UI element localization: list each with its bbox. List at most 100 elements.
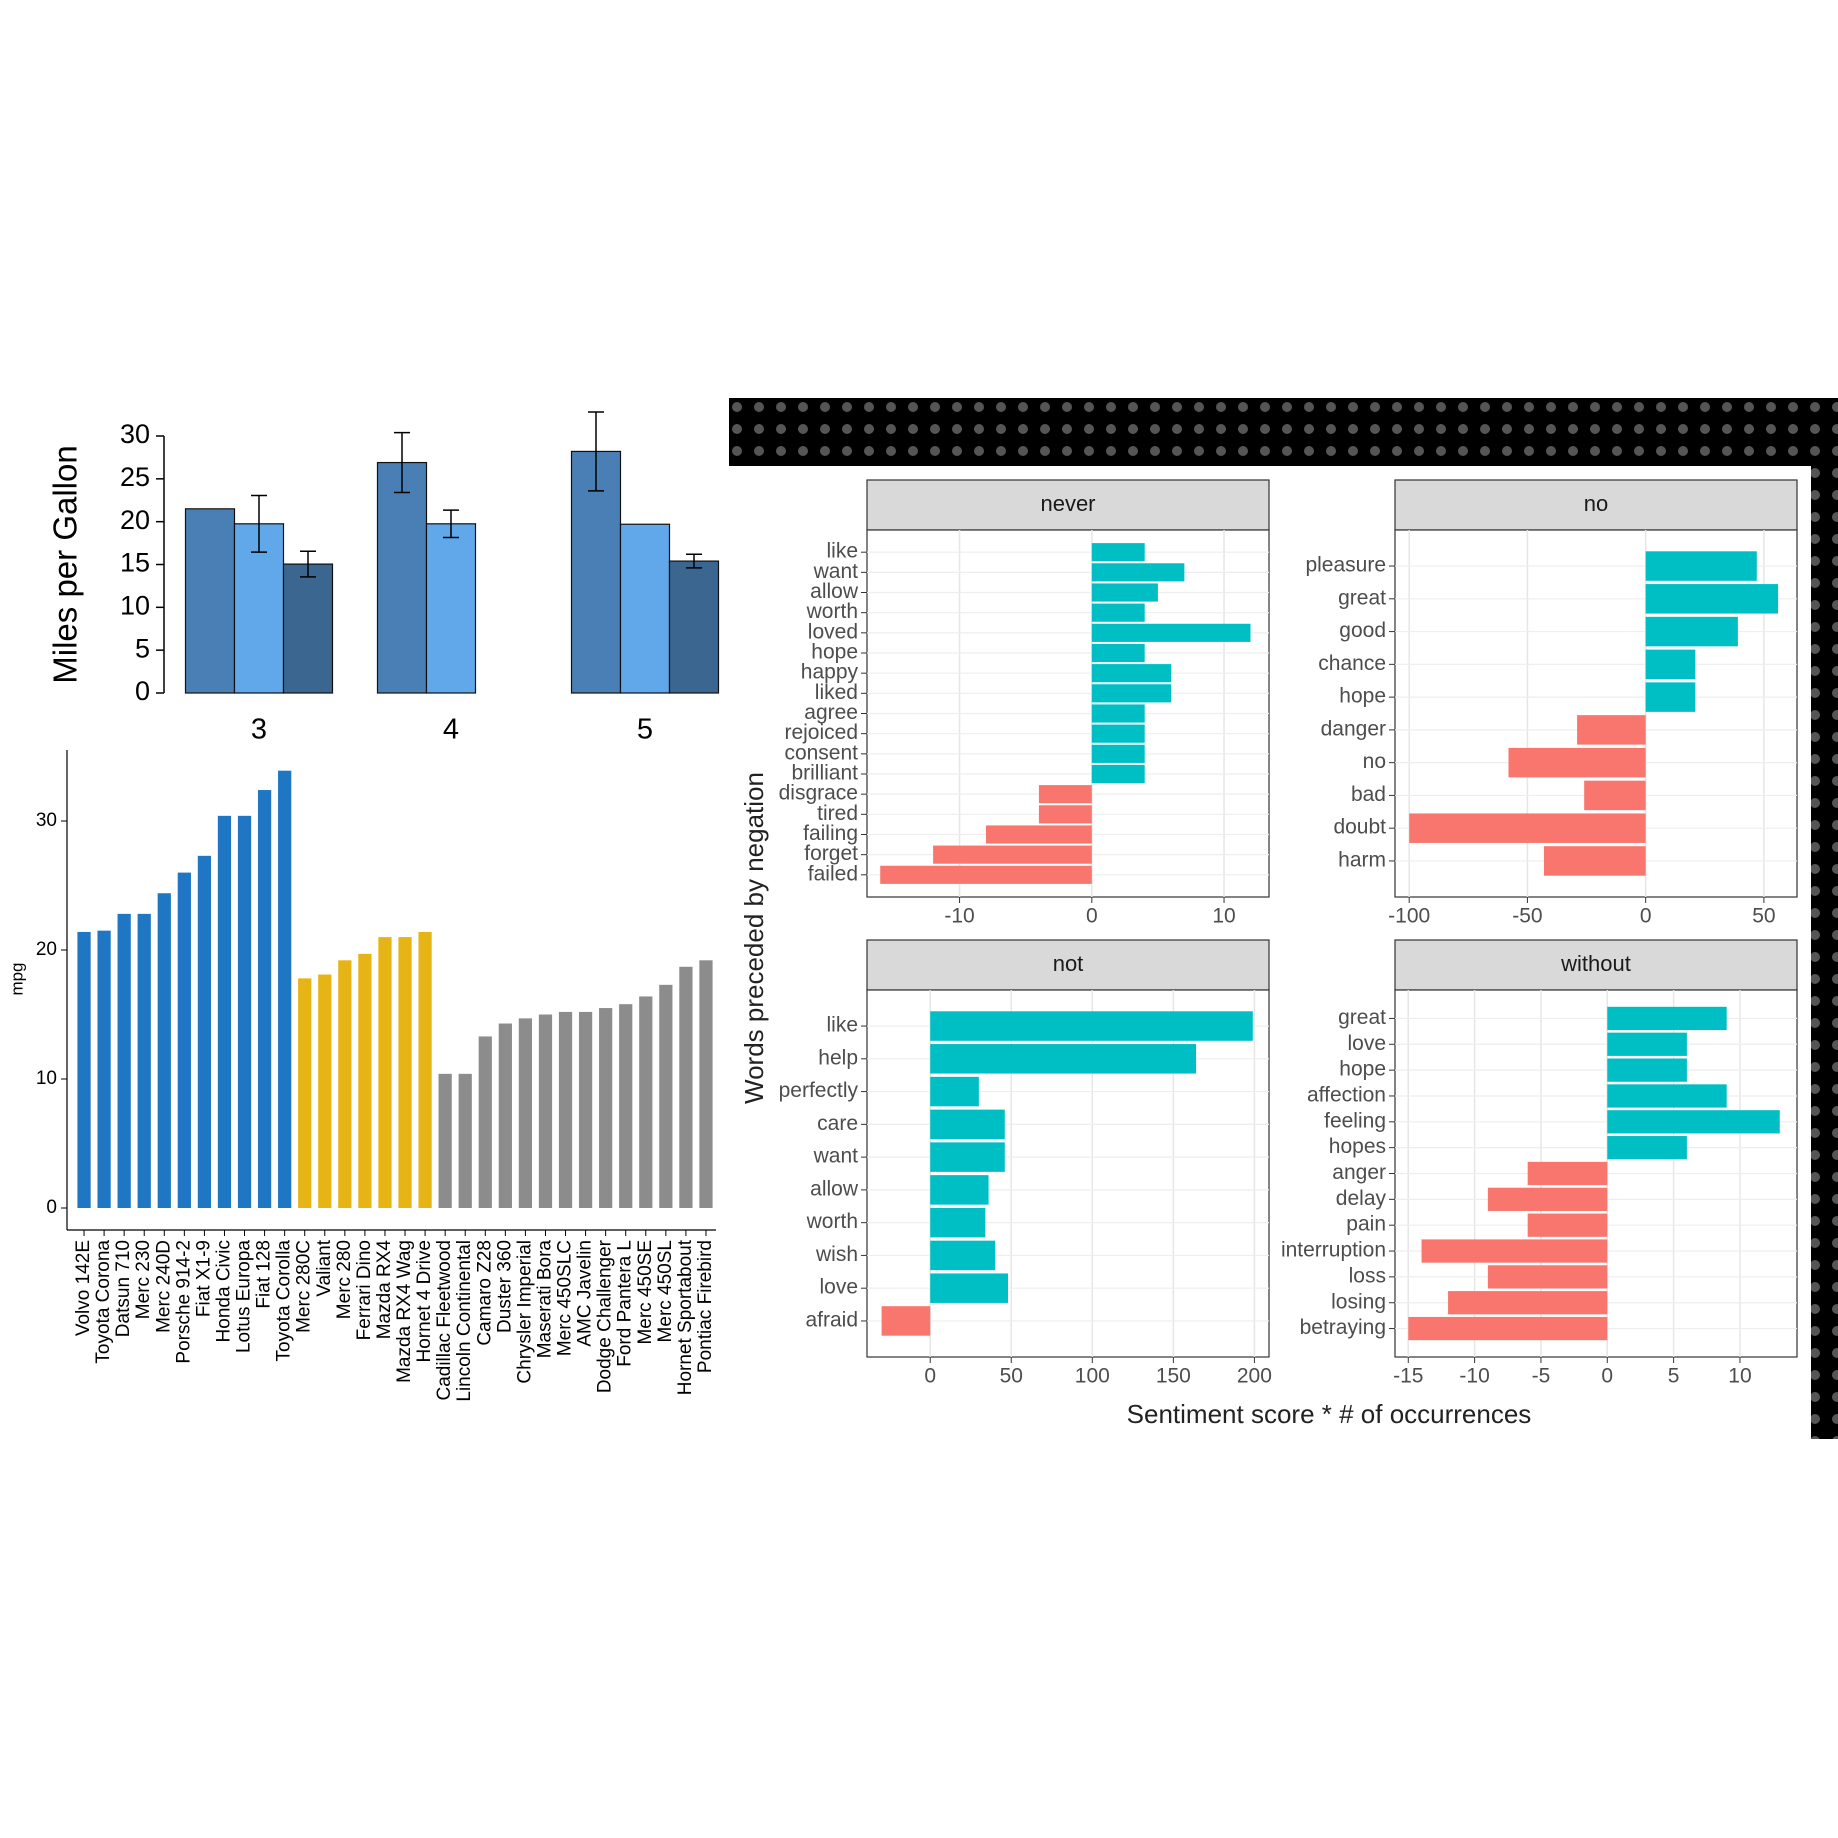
bar <box>930 1109 1005 1140</box>
y-tick-label: loved <box>808 620 858 643</box>
y-tick-label: brilliant <box>791 762 858 785</box>
x-tick-label: Lincoln Continental <box>454 1240 475 1402</box>
y-tick-label: loss <box>1349 1264 1386 1287</box>
bar <box>1607 1084 1727 1108</box>
y-tick-label: anger <box>1332 1161 1386 1184</box>
y-tick-label: great <box>1338 586 1386 609</box>
bar <box>1577 715 1646 745</box>
bar <box>619 523 671 694</box>
y-tick-label: 25 <box>120 462 150 492</box>
bar <box>1091 704 1145 723</box>
bar <box>217 815 232 1208</box>
y-tick-label: great <box>1338 1006 1386 1029</box>
x-tick-label: -100 <box>1388 905 1430 928</box>
bar <box>97 930 111 1208</box>
bar <box>137 913 151 1208</box>
bar <box>930 1175 989 1205</box>
bar <box>398 937 412 1208</box>
bar <box>1607 1058 1687 1082</box>
bar <box>930 1273 1009 1303</box>
bar <box>438 1073 452 1208</box>
bar <box>933 845 1092 864</box>
y-tick-label: 5 <box>135 633 150 663</box>
bar <box>184 508 236 694</box>
y-tick-label: want <box>813 560 859 583</box>
x-tick-label: 0 <box>1601 1365 1613 1388</box>
y-tick-label: worth <box>806 1210 858 1233</box>
bar <box>986 825 1092 844</box>
bar <box>1543 846 1646 876</box>
y-tick-label: doubt <box>1333 816 1386 839</box>
bar <box>1038 785 1092 804</box>
y-tick-label: betraying <box>1300 1316 1386 1339</box>
strip-label: not <box>1053 951 1084 976</box>
strip-label: no <box>1584 491 1608 516</box>
x-tick-label: Pontiac Firebird <box>695 1240 716 1373</box>
x-axis-title: Sentiment score * # of occurrences <box>1127 1399 1532 1429</box>
bar <box>458 1073 472 1208</box>
y-tick-label: failing <box>803 822 858 845</box>
bar <box>1645 551 1757 581</box>
y-tick-label: allow <box>810 580 859 603</box>
y-tick-label: 20 <box>36 939 57 960</box>
error-bar <box>686 553 702 569</box>
error-bar <box>251 494 267 553</box>
bar <box>177 872 191 1208</box>
y-axis-title: mpg <box>7 962 26 995</box>
error-bar <box>394 431 410 494</box>
x-tick-label: 3 <box>251 714 267 746</box>
bar <box>1091 603 1145 622</box>
bar <box>619 1004 633 1208</box>
y-tick-label: interruption <box>1281 1239 1386 1262</box>
bar <box>1091 744 1145 763</box>
bar <box>117 913 131 1208</box>
bar <box>538 1014 553 1208</box>
bar <box>1421 1239 1608 1263</box>
bar <box>1091 623 1251 642</box>
x-tick-label: 200 <box>1237 1365 1272 1388</box>
bar <box>1527 1213 1608 1237</box>
y-tick-label: worth <box>806 600 858 623</box>
bar <box>1645 616 1738 647</box>
bar <box>1645 584 1779 614</box>
y-tick-label: 10 <box>36 1068 57 1089</box>
x-tick-label: -10 <box>944 905 974 928</box>
x-tick-label: Merc 280C <box>294 1240 315 1333</box>
bar <box>881 1306 931 1336</box>
x-tick-label: Merc 240D <box>153 1240 174 1333</box>
strip <box>1394 939 1798 991</box>
y-tick-label: hope <box>811 641 858 664</box>
x-tick-label: Merc 450SE <box>635 1240 656 1345</box>
y-tick-label: hope <box>1339 1058 1386 1081</box>
y-tick-label: pain <box>1346 1213 1386 1236</box>
x-tick-label: 10 <box>1212 905 1235 928</box>
bar <box>1607 1032 1687 1056</box>
bar <box>1408 1316 1608 1341</box>
strip-label: without <box>1560 951 1631 976</box>
x-tick-label: Datsun 710 <box>113 1240 134 1337</box>
bar <box>425 523 477 694</box>
y-tick-label: forget <box>804 842 858 865</box>
y-tick-label: good <box>1339 619 1386 642</box>
x-tick-label: -50 <box>1512 905 1542 928</box>
x-tick-label: Toyota Corolla <box>274 1240 295 1362</box>
bar <box>679 966 693 1208</box>
x-tick-label: Mazda RX4 Wag <box>394 1240 415 1383</box>
bar <box>880 865 1092 884</box>
bar <box>376 461 428 694</box>
x-tick-label: -5 <box>1532 1365 1551 1388</box>
x-tick-label: Chrysler Imperial <box>514 1240 535 1384</box>
bar <box>930 1240 996 1271</box>
bar <box>498 1023 512 1208</box>
bar <box>1091 583 1158 602</box>
bar <box>282 563 334 694</box>
bar <box>1091 563 1185 582</box>
bar <box>1527 1161 1608 1186</box>
bar <box>1584 780 1646 811</box>
y-tick-label: help <box>818 1046 858 1069</box>
bar <box>318 974 332 1208</box>
bar <box>1607 1006 1727 1031</box>
x-tick-label: Fiat X1-9 <box>193 1240 214 1317</box>
x-tick-label: 50 <box>1000 1365 1023 1388</box>
